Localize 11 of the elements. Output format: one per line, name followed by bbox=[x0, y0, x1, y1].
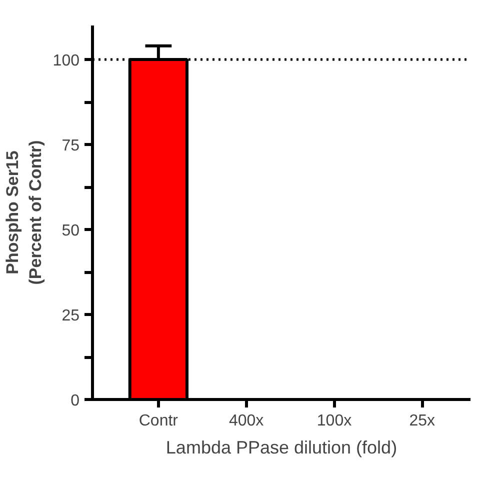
x-tick-label: 100x bbox=[316, 412, 352, 430]
x-tick-label: Contr bbox=[138, 412, 179, 430]
x-tick-label: 25x bbox=[409, 412, 436, 430]
y-tick-label: 50 bbox=[62, 222, 80, 240]
y-axis-title: Phospho Ser15 (Percent of Contr) bbox=[3, 140, 45, 285]
y-tick-label: 25 bbox=[62, 308, 80, 324]
x-axis-title: Lambda PPase dilution (fold) bbox=[166, 438, 398, 458]
y-tick-label: 0 bbox=[70, 392, 80, 410]
x-tick-label: 400x bbox=[228, 412, 264, 430]
y-tick-label: 75 bbox=[62, 138, 80, 154]
y-tick-label: 100 bbox=[52, 52, 80, 70]
